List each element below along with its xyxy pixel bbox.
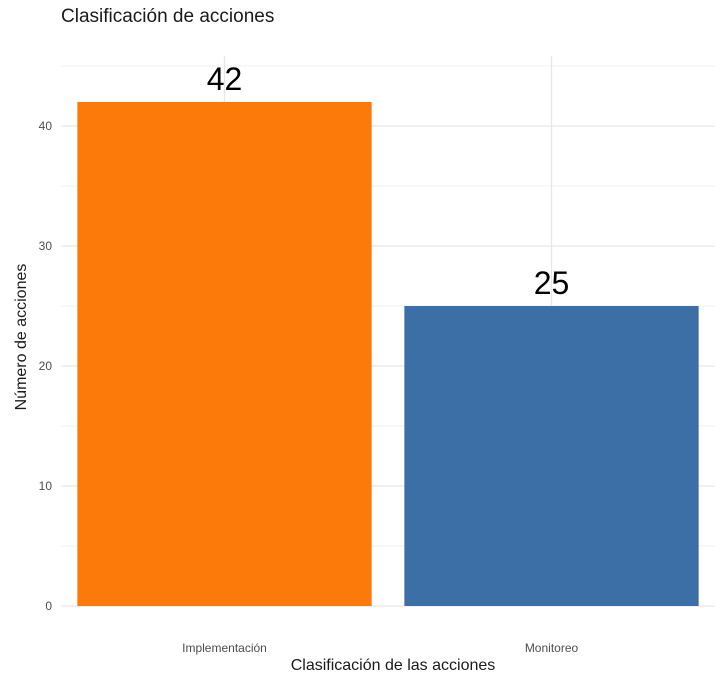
y-axis-ticks: 0 10 20 30 40 <box>39 119 53 613</box>
bars <box>77 102 699 606</box>
bar-2 <box>404 306 699 606</box>
x-tick-label: Implementación <box>182 641 267 655</box>
x-axis-ticks: Implementación Monitoreo <box>182 641 578 655</box>
x-tick-label: Monitoreo <box>525 641 579 655</box>
x-axis-label: Clasificación de las acciones <box>291 657 496 674</box>
y-tick-label: 20 <box>39 359 53 373</box>
y-tick-label: 10 <box>39 479 53 493</box>
y-tick-label: 0 <box>45 599 52 613</box>
y-tick-label: 40 <box>39 119 53 133</box>
bar-1 <box>77 102 372 606</box>
data-label: 42 <box>207 61 243 97</box>
y-axis-label: Número de acciones <box>13 264 30 411</box>
data-label: 25 <box>534 265 570 301</box>
y-tick-label: 30 <box>39 239 53 253</box>
data-labels: 42 25 <box>207 61 570 301</box>
chart-title: Clasificación de acciones <box>61 6 275 27</box>
